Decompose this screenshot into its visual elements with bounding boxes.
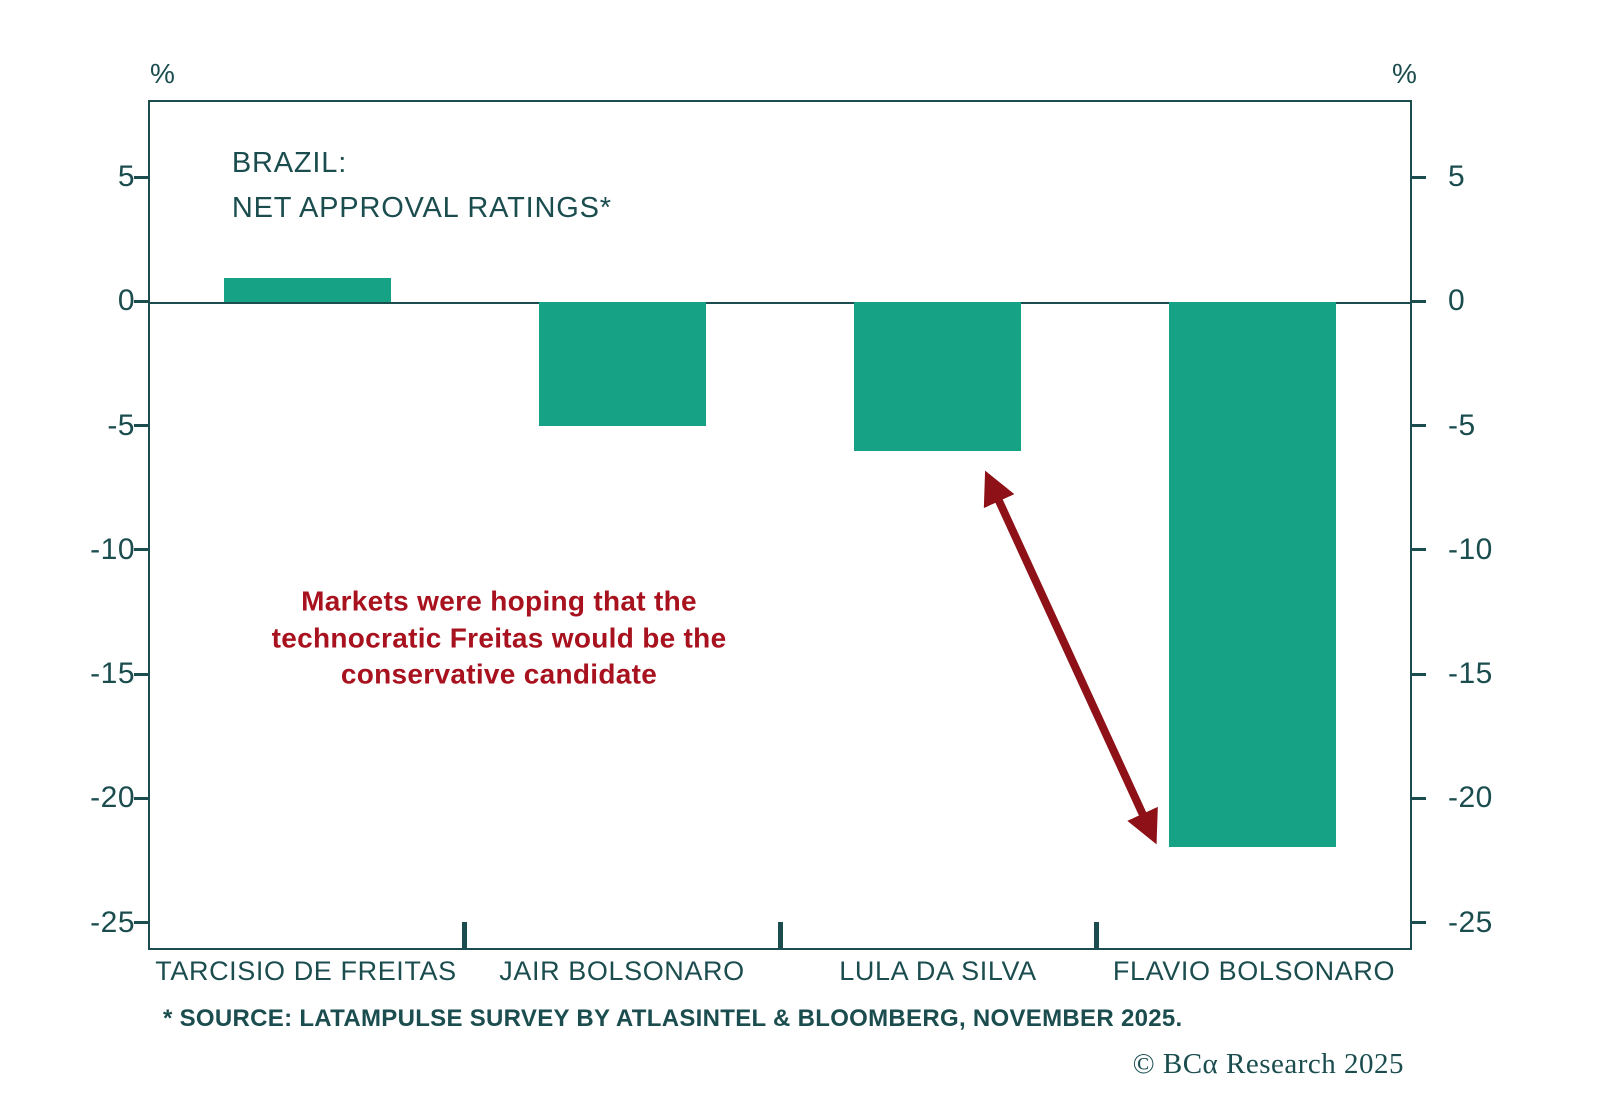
x-category-label-lula-da-silva: LULA DA SILVA <box>839 956 1037 986</box>
bar-jair-bolsonaro <box>538 302 707 427</box>
annotation-text: Markets were hoping that the technocrati… <box>272 584 727 693</box>
x-axis-tick <box>461 922 467 948</box>
y-axis-tick-left <box>134 921 148 925</box>
ytick-label-right: 0 <box>1448 284 1466 318</box>
ytick-label-left: -20 <box>90 781 135 815</box>
y-axis-tick-left <box>134 424 148 428</box>
chart-title-line-2: NET APPROVAL RATINGS* <box>231 191 612 224</box>
ytick-label-left: 5 <box>117 160 135 194</box>
y-axis-tick-left <box>134 299 148 303</box>
unit-label-left: % <box>150 58 176 89</box>
source-note: * SOURCE: LATAMPULSE SURVEY BY ATLASINTE… <box>163 1005 1183 1032</box>
x-category-label-flavio-bolsonaro: FLAVIO BOLSONARO <box>1112 956 1396 986</box>
y-axis-tick-right <box>1412 299 1426 303</box>
plot-area: BRAZIL: NET APPROVAL RATINGS* Markets we… <box>148 100 1412 950</box>
y-axis-tick-right <box>1412 672 1426 676</box>
unit-label-right: % <box>1392 58 1418 89</box>
chart-title-line-1: BRAZIL: <box>231 146 348 179</box>
y-axis-tick-right <box>1412 548 1426 552</box>
ytick-label-right: -20 <box>1448 781 1493 815</box>
chart-title: BRAZIL: NET APPROVAL RATINGS* <box>232 141 612 231</box>
y-axis-tick-right <box>1412 921 1426 925</box>
y-axis-tick-right <box>1412 175 1426 179</box>
bar-tarcisio-de-freitas <box>223 277 392 303</box>
y-axis-tick-right <box>1412 424 1426 428</box>
ytick-label-left: -10 <box>90 532 135 566</box>
ytick-label-left: 0 <box>117 284 135 318</box>
ytick-label-right: 5 <box>1448 160 1466 194</box>
y-axis-tick-left <box>134 548 148 552</box>
copyright: © BCα Research 2025 <box>1132 1048 1404 1080</box>
x-category-label-tarcisio-de-freitas: TARCISIO DE FREITAS <box>155 956 457 986</box>
ytick-label-left: -5 <box>107 408 135 442</box>
y-axis-tick-left <box>134 796 148 800</box>
annotation-line-2: technocratic Freitas would be the <box>271 622 727 654</box>
y-axis-tick-left <box>134 672 148 676</box>
annotation-line-3: conservative candidate <box>340 658 658 690</box>
ytick-label-right: -10 <box>1448 532 1493 566</box>
ytick-label-left: -25 <box>90 905 135 939</box>
x-axis-tick <box>1093 922 1099 948</box>
ytick-label-right: -25 <box>1448 905 1493 939</box>
y-axis-tick-left <box>134 175 148 179</box>
ytick-label-right: -5 <box>1448 408 1476 442</box>
bar-lula-da-silva <box>853 302 1022 451</box>
zero-line <box>150 302 1410 305</box>
x-category-label-jair-bolsonaro: JAIR BOLSONARO <box>499 956 745 986</box>
bar-flavio-bolsonaro <box>1168 302 1337 847</box>
x-axis-tick <box>777 922 783 948</box>
annotation-line-1: Markets were hoping that the <box>301 585 697 617</box>
ytick-label-left: -15 <box>90 657 135 691</box>
y-axis-tick-right <box>1412 796 1426 800</box>
ytick-label-right: -15 <box>1448 657 1493 691</box>
